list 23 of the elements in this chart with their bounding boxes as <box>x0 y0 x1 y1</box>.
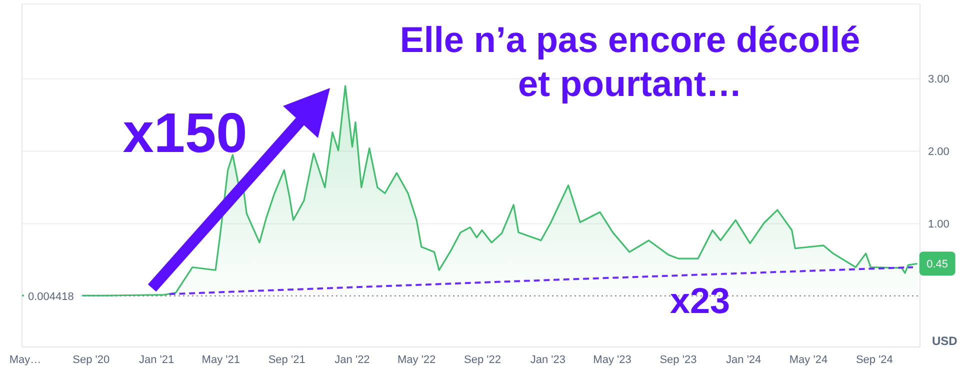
x-tick-label: May '22 <box>397 354 436 366</box>
x-tick-label: Sep '20 <box>72 354 110 366</box>
x-tick-label: Sep '21 <box>268 354 306 366</box>
x-tick-label: Jan '22 <box>334 354 370 366</box>
text: Elle n’a pas encore décollé et pourtant… <box>400 19 860 104</box>
x-tick-label: Sep '23 <box>660 354 697 366</box>
x-tick-label: Sep '24 <box>856 354 893 366</box>
y-axis-title: USD <box>932 334 958 348</box>
x-tick-label: Jan '24 <box>726 354 762 366</box>
y-tick-label: 3.00 <box>928 74 950 86</box>
x-tick-label: May '23 <box>593 354 632 366</box>
x-tick-label: Sep '22 <box>464 354 502 366</box>
y-tick-label: 2.00 <box>928 146 950 158</box>
x-tick-label: Jan '23 <box>530 354 566 366</box>
annotation: x23 <box>670 280 730 321</box>
ref-line-label: 0.004418 <box>28 290 74 303</box>
y-tick-label: 1.00 <box>928 218 950 231</box>
annotation: 0.45 <box>926 258 948 270</box>
x-tick-label: May '24 <box>789 354 828 366</box>
x-tick-label: Jan '21 <box>138 354 174 366</box>
x-tick-label: May… <box>9 354 42 366</box>
x-tick-label: May '21 <box>202 354 240 366</box>
annotation: x150 <box>122 101 248 164</box>
